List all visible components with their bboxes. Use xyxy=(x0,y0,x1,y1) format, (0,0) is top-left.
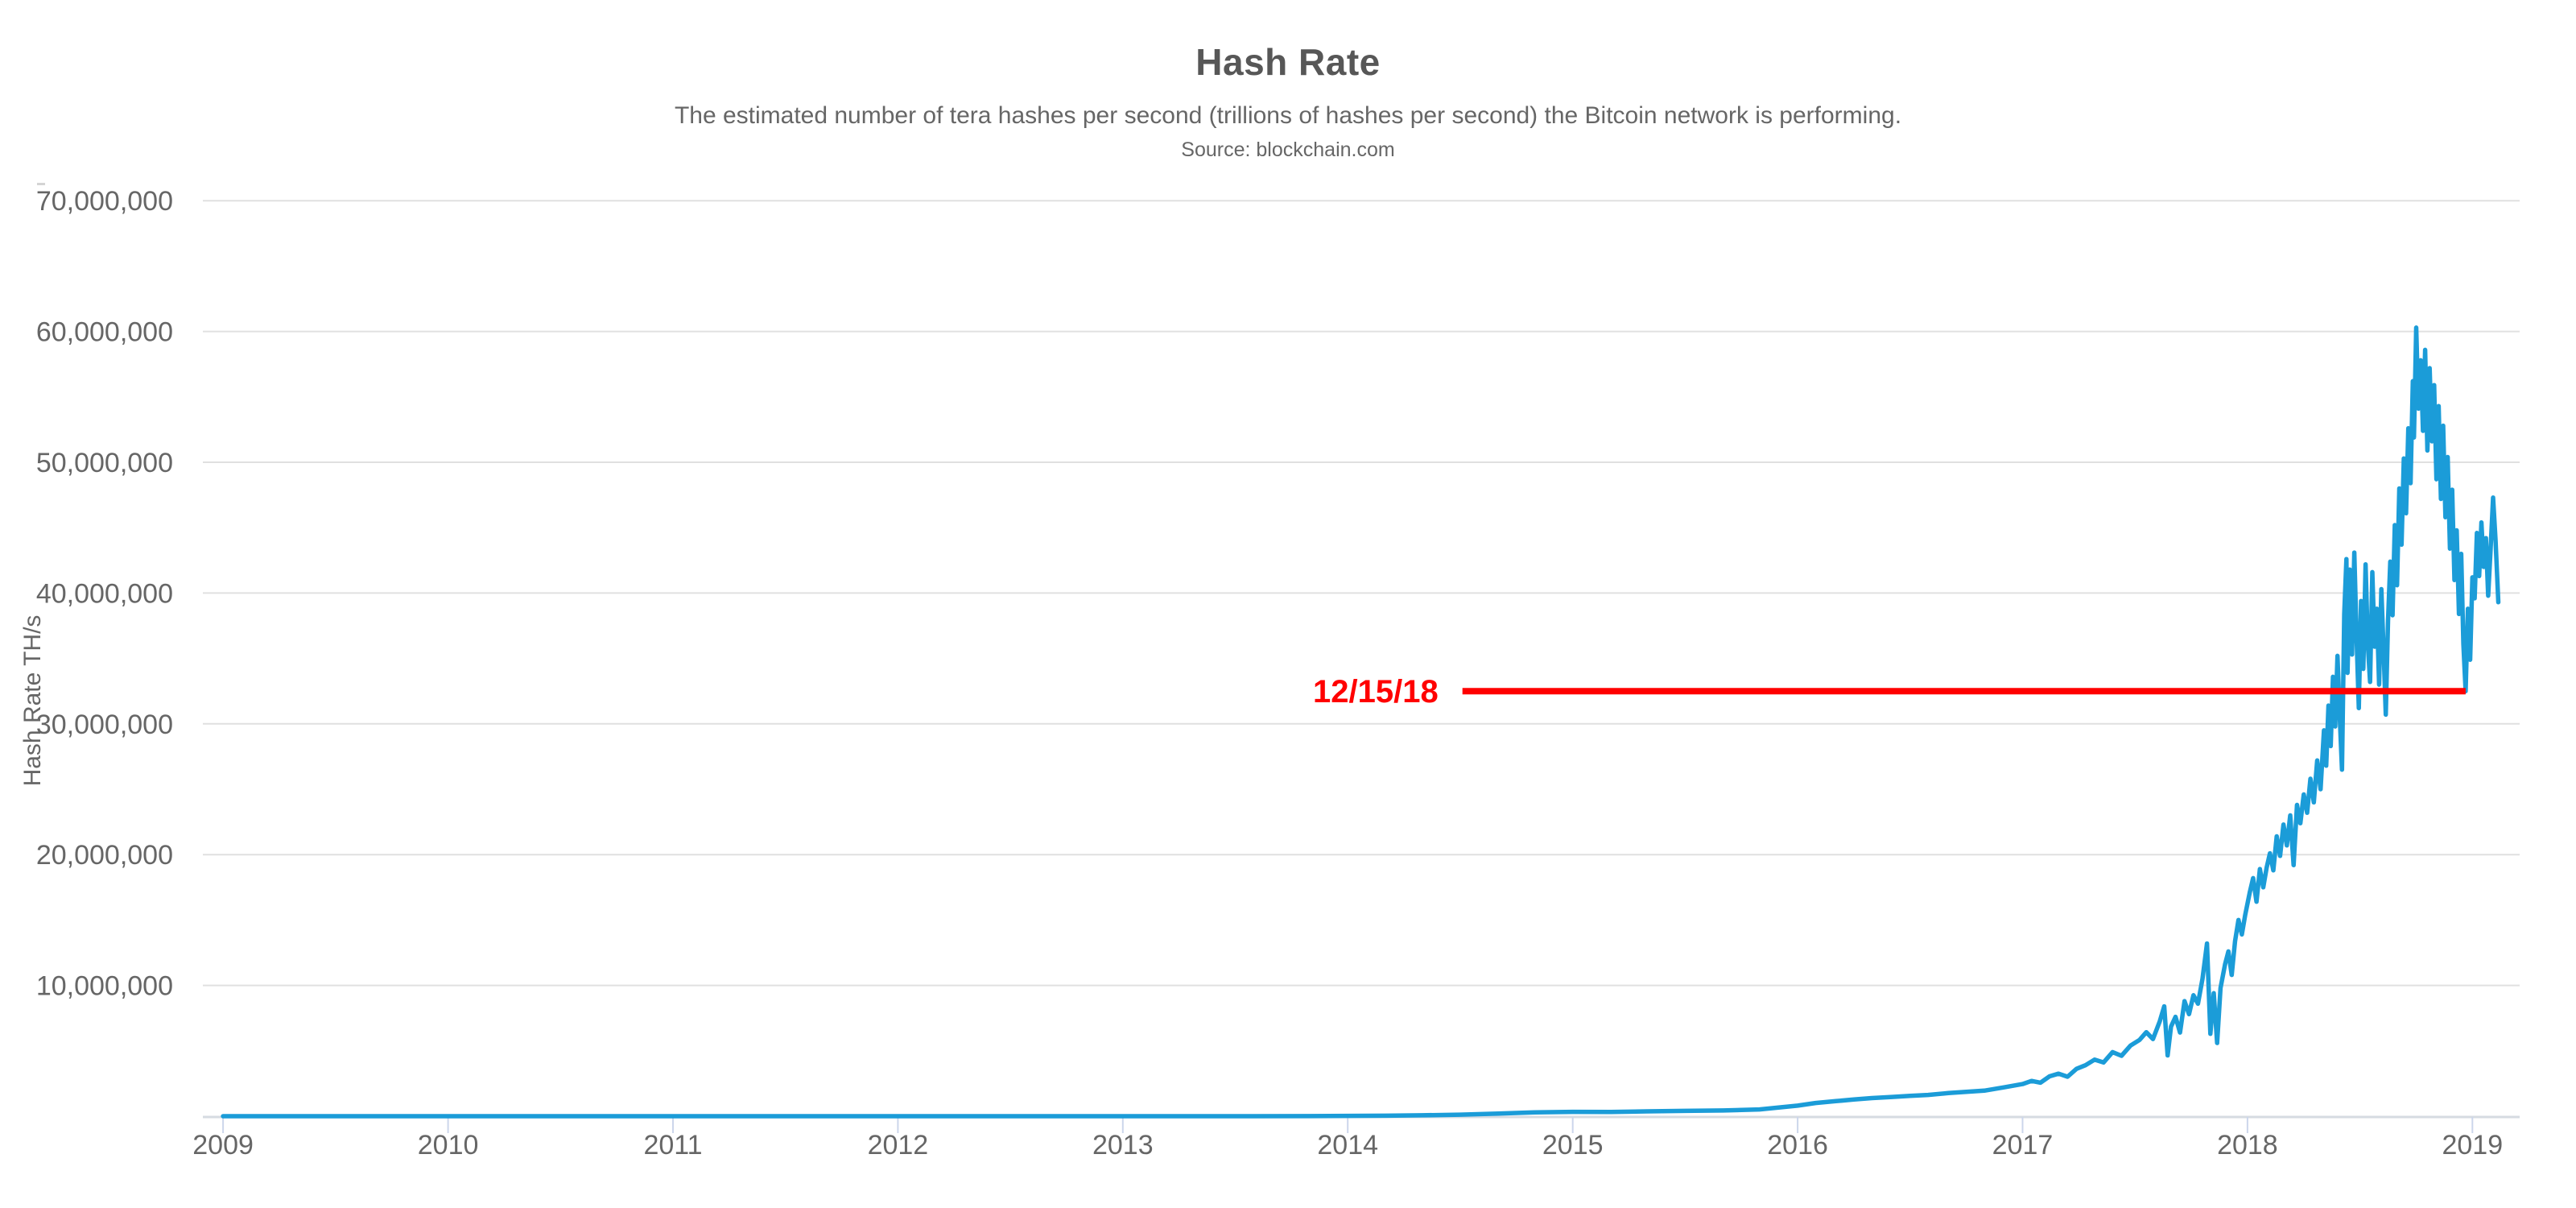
annotation-label: 12/15/18 xyxy=(1313,674,1439,709)
x-tick-label: 2011 xyxy=(643,1130,702,1160)
y-tick-label: 10,000,000 xyxy=(36,971,173,1002)
x-tick-label: 2017 xyxy=(1992,1130,2054,1160)
y-tick-label: 40,000,000 xyxy=(36,578,173,609)
y-tick-label: 60,000,000 xyxy=(36,317,173,348)
y-tick-label: 70,000,000 xyxy=(36,186,173,217)
y-tick-label: 30,000,000 xyxy=(36,709,173,740)
y-axis-labels: 10,000,000 20,000,000 30,000,000 40,000,000… xyxy=(36,186,173,1001)
y-tick-label: 50,000,000 xyxy=(36,448,173,478)
y-tick-label: 20,000,000 xyxy=(36,840,173,871)
x-tick-label: 2012 xyxy=(868,1130,929,1160)
x-tick-label: 2019 xyxy=(2442,1130,2503,1160)
x-axis-ticks xyxy=(222,1117,2474,1133)
hashrate-line xyxy=(221,325,2501,1119)
x-tick-label: 2015 xyxy=(1542,1130,1604,1160)
gridlines xyxy=(203,200,2520,987)
chart-subtitle: The estimated number of tera hashes per … xyxy=(674,102,1902,129)
x-axis-labels: 2009 2010 2011 2012 2013 2014 2015 2016 2017 2018… xyxy=(192,1130,2503,1160)
chart-source: Source: blockchain.com xyxy=(1181,139,1395,161)
x-tick-label: 2009 xyxy=(192,1130,254,1160)
y-axis-title: Hash Rate TH/s xyxy=(19,615,46,787)
x-tick-label: 2014 xyxy=(1317,1130,1378,1160)
x-tick-label: 2018 xyxy=(2217,1130,2278,1160)
x-tick-label: 2010 xyxy=(418,1130,479,1160)
x-tick-label: 2013 xyxy=(1092,1130,1154,1160)
chart-title: Hash Rate xyxy=(1195,41,1381,83)
stray-tick-mark xyxy=(37,183,45,185)
x-tick-label: 2016 xyxy=(1767,1130,1828,1160)
